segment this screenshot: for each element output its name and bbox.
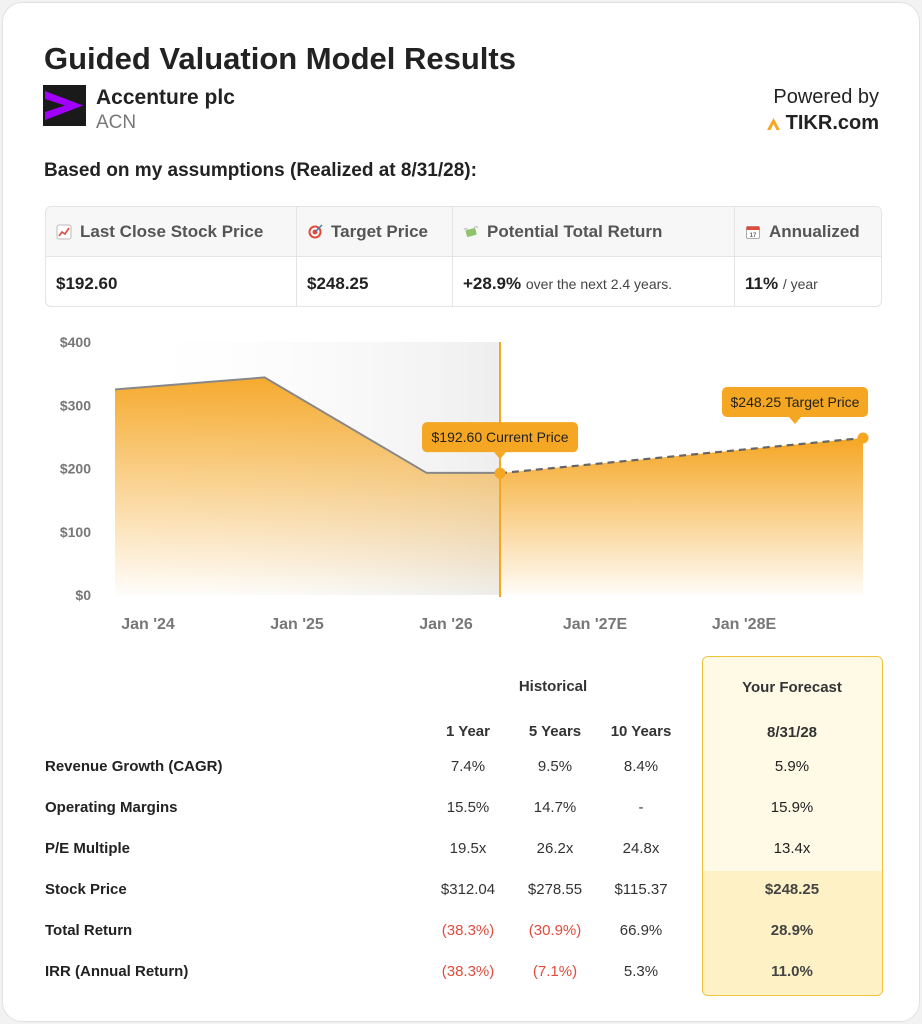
y-tick-label: $200 bbox=[60, 461, 91, 477]
forecast-header: Your Forecast bbox=[742, 679, 842, 696]
stat-annualized-header: 17 Annualized bbox=[745, 222, 860, 242]
historical-header: Historical bbox=[518, 678, 588, 695]
accenture-logo bbox=[43, 85, 86, 126]
forecast-date: 8/31/28 bbox=[766, 724, 818, 741]
x-tick-label: Jan '26 bbox=[419, 616, 473, 633]
ticker-symbol: ACN bbox=[96, 112, 137, 133]
tikr-brand[interactable]: TIKR.com bbox=[766, 112, 879, 135]
cell-5y: $278.55 bbox=[527, 881, 583, 898]
cell-forecast: $248.25 bbox=[764, 881, 820, 898]
stat-target: Target Price $248.25 bbox=[296, 207, 452, 306]
y-tick-label: $400 bbox=[60, 334, 91, 350]
page-title: Guided Valuation Model Results bbox=[44, 41, 516, 76]
stat-last-close-header: Last Close Stock Price bbox=[56, 222, 263, 242]
col-header-10y: 10 Years bbox=[610, 723, 672, 740]
forecast-column bbox=[702, 656, 883, 996]
forecast-line bbox=[499, 436, 864, 475]
cell-5y: 14.7% bbox=[533, 799, 577, 816]
cell-1y: $312.04 bbox=[440, 881, 496, 898]
stat-value: $248.25 bbox=[307, 274, 369, 293]
row-label: IRR (Annual Return) bbox=[45, 963, 189, 980]
cell-10y: 66.9% bbox=[619, 922, 663, 939]
current-price-point bbox=[494, 467, 506, 479]
cell-forecast: 13.4x bbox=[773, 840, 811, 857]
cell-1y: (38.3%) bbox=[441, 922, 495, 939]
stat-annualized: 17 Annualized 11% / year bbox=[734, 207, 881, 306]
historical-line bbox=[114, 376, 500, 474]
current-price-label-pointer bbox=[494, 452, 506, 460]
cell-1y: 15.5% bbox=[446, 799, 490, 816]
col-header-5y: 5 Years bbox=[528, 723, 582, 740]
cell-1y: 19.5x bbox=[449, 840, 487, 857]
target-icon bbox=[308, 224, 323, 239]
cell-forecast: 28.9% bbox=[770, 922, 814, 939]
target-price-label: $248.25 Target Price bbox=[731, 394, 860, 410]
stat-label: Target Price bbox=[331, 222, 429, 241]
target-price-point bbox=[857, 432, 869, 444]
powered-by-label: Powered by bbox=[773, 86, 879, 108]
current-price-label: $192.60 Current Price bbox=[432, 429, 569, 445]
row-label: Stock Price bbox=[45, 881, 127, 898]
stat-total-return-header: Potential Total Return bbox=[463, 222, 662, 242]
y-tick-label: $100 bbox=[60, 524, 91, 540]
stats-table: Last Close Stock Price $192.60 Target Pr… bbox=[45, 206, 882, 307]
stat-label: Annualized bbox=[769, 222, 860, 241]
x-tick-label: Jan '27E bbox=[563, 616, 628, 633]
x-tick-label: Jan '24 bbox=[121, 616, 175, 633]
stats-header-row bbox=[46, 207, 881, 257]
cell-5y: 9.5% bbox=[537, 758, 573, 775]
money-wings-icon bbox=[463, 225, 479, 237]
cell-forecast: 5.9% bbox=[774, 758, 810, 775]
stat-label: Last Close Stock Price bbox=[80, 222, 264, 241]
x-tick-label: Jan '25 bbox=[270, 616, 324, 633]
row-label: Revenue Growth (CAGR) bbox=[45, 758, 223, 775]
stat-value: $192.60 bbox=[56, 274, 118, 293]
company-name: Accenture plc bbox=[96, 86, 235, 109]
cell-5y: (30.9%) bbox=[528, 922, 582, 939]
stat-label: Potential Total Return bbox=[487, 222, 663, 241]
forecast-area bbox=[500, 437, 863, 595]
cell-forecast: 15.9% bbox=[770, 799, 814, 816]
cell-10y: $115.37 bbox=[614, 881, 668, 898]
cell-10y: 8.4% bbox=[623, 758, 659, 775]
assumptions-label: Based on my assumptions (Realized at 8/3… bbox=[44, 160, 477, 181]
svg-text:17: 17 bbox=[750, 233, 757, 239]
cell-10y: 5.3% bbox=[623, 963, 659, 980]
target-price-label-pointer bbox=[789, 416, 801, 424]
target-price-label-box bbox=[722, 386, 868, 417]
cell-5y: 26.2x bbox=[536, 840, 574, 857]
cell-1y: (38.3%) bbox=[441, 963, 495, 980]
stat-target-header: Target Price bbox=[307, 222, 428, 242]
stat-value: 11% / year bbox=[745, 274, 818, 293]
cell-5y: (7.1%) bbox=[532, 963, 578, 980]
cell-forecast: 11.0% bbox=[771, 963, 813, 980]
x-tick-label: Jan '28E bbox=[712, 616, 777, 633]
chart-up-icon bbox=[56, 224, 72, 240]
cell-1y: 7.4% bbox=[450, 758, 486, 775]
stat-total-return: Potential Total Return +28.9% over the n… bbox=[452, 207, 734, 306]
stat-last-close: Last Close Stock Price $192.60 bbox=[46, 207, 296, 306]
price-chart: $400 $300 $200 $100 $0 Jan '24 Jan '25 Jan '26 J… bbox=[60, 334, 869, 633]
y-tick-label: $300 bbox=[60, 397, 91, 413]
current-price-label-box bbox=[422, 422, 578, 453]
calendar-icon: 17 bbox=[746, 226, 760, 239]
tikr-logo-icon bbox=[766, 117, 780, 130]
historical-area bbox=[115, 377, 500, 595]
col-header-1y: 1 Year bbox=[446, 723, 490, 740]
cell-10y: - bbox=[638, 799, 644, 816]
y-tick-label: $0 bbox=[75, 587, 91, 603]
row-label: P/E Multiple bbox=[45, 840, 131, 857]
forecast-upper-bg bbox=[703, 657, 882, 871]
cell-10y: 24.8x bbox=[622, 840, 660, 857]
forecast-lower-bg bbox=[703, 871, 882, 995]
row-label: Total Return bbox=[45, 922, 133, 939]
brand-name: TIKR.com bbox=[785, 112, 879, 134]
stat-value: +28.9% over the next 2.4 years. bbox=[463, 274, 673, 293]
row-label: Operating Margins bbox=[45, 799, 178, 816]
